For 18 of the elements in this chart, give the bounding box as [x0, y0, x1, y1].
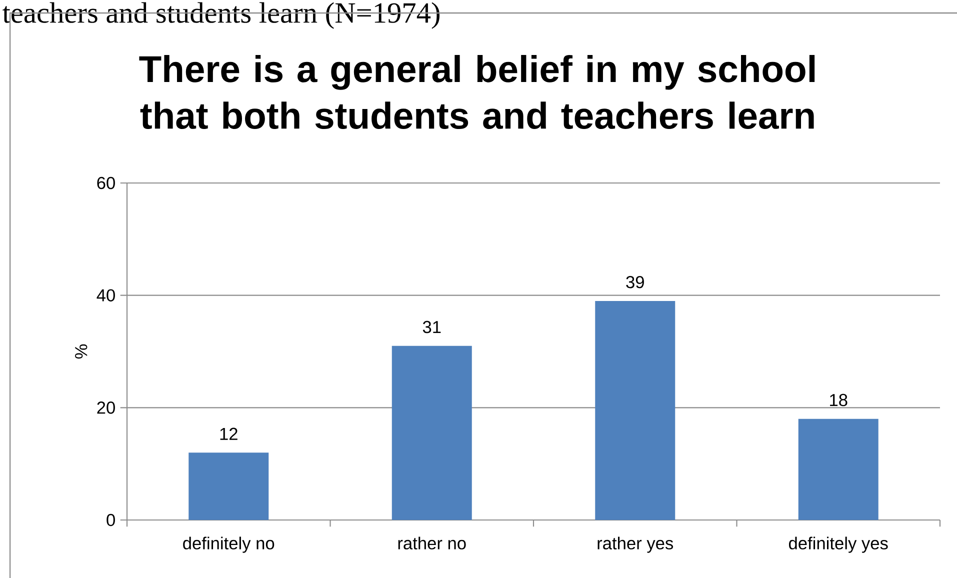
data-label: 31: [422, 320, 441, 334]
y-tick-label: 0: [106, 514, 115, 526]
y-axis-title: %: [75, 344, 88, 359]
data-label: 39: [626, 276, 644, 288]
bar: [798, 418, 878, 520]
bar: [188, 452, 269, 520]
y-tick-label: 20: [97, 402, 115, 414]
y-tick-label: 40: [96, 289, 115, 302]
y-tick-label: 60: [97, 176, 115, 190]
x-tick-label: rather yes: [598, 536, 674, 553]
chart-title: There is a general belief in my school that both students and teachers learn: [139, 54, 815, 130]
x-tick-label: definitely no: [183, 536, 274, 553]
bar: [392, 346, 472, 520]
bar: [595, 300, 676, 520]
data-label: 12: [220, 428, 238, 440]
x-tick-label: rather no: [398, 536, 466, 550]
data-label: 18: [830, 394, 848, 406]
x-tick-label: definitely yes: [789, 536, 888, 553]
